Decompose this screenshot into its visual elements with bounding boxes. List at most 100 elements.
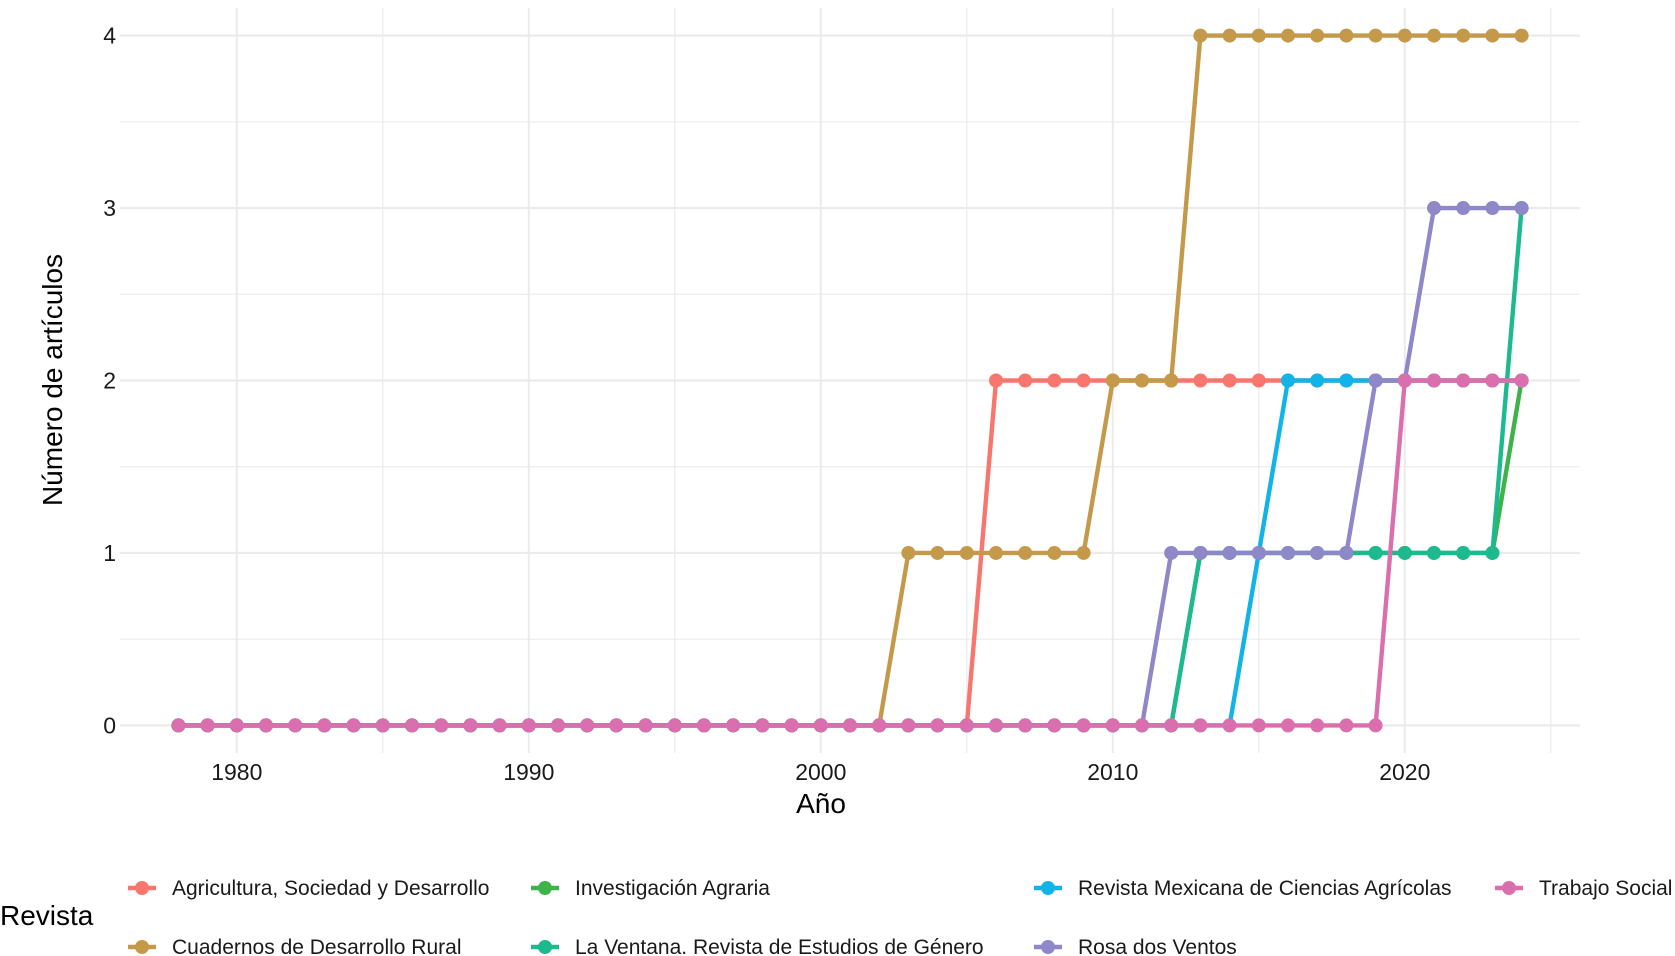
x-tick-label: 1980 [211, 759, 262, 785]
data-point [755, 718, 770, 733]
data-point [463, 718, 478, 733]
y-tick-label: 0 [103, 712, 116, 738]
data-point [1514, 373, 1529, 388]
series-layer [171, 28, 1529, 733]
legend-label: Rosa dos Ventos [1078, 936, 1237, 956]
data-point [1427, 201, 1441, 216]
data-point [1281, 28, 1295, 43]
data-point [989, 373, 1003, 388]
data-point [1135, 373, 1149, 388]
data-point [580, 718, 595, 733]
data-point [989, 545, 1003, 560]
data-point [1485, 28, 1500, 43]
data-point [1018, 373, 1033, 388]
data-point [1485, 545, 1500, 560]
data-point [1076, 373, 1091, 388]
legend-item-investigacion-agraria: Investigación Agraria [531, 877, 770, 900]
data-point [1339, 373, 1354, 388]
data-point [697, 718, 711, 733]
data-point [1281, 718, 1295, 733]
data-point [989, 718, 1003, 733]
data-point [930, 545, 945, 560]
legend-item-agricultura-sociedad-y-desarrollo: Agricultura, Sociedad y Desarrollo [128, 877, 489, 900]
data-point [726, 718, 741, 733]
data-point [1456, 545, 1471, 560]
legend-key-point [1502, 881, 1516, 895]
data-point [1193, 373, 1208, 388]
data-point [667, 718, 682, 733]
data-point [1368, 373, 1383, 388]
y-axis-ticks: 0 1 2 3 4 [103, 23, 116, 739]
legend-item-trabajo-social: Trabajo Social [1495, 877, 1672, 900]
legend-key-point [538, 940, 552, 954]
data-point [813, 718, 828, 733]
legend-label: Trabajo Social [1539, 877, 1672, 900]
data-point [346, 718, 361, 733]
data-point [1018, 718, 1033, 733]
legend-title: Revista [0, 900, 94, 931]
data-point [1164, 545, 1179, 560]
x-axis-ticks: 1980 1990 2000 2010 2020 [211, 759, 1430, 785]
data-point [901, 545, 916, 560]
legend-item-cuadernos-de-desarrollo-rural: Cuadernos de Desarrollo Rural [128, 936, 461, 956]
data-point [1076, 545, 1091, 560]
data-point [1514, 201, 1529, 216]
legend-label: Investigación Agraria [575, 877, 770, 900]
legend-item-rosa-dos-ventos: Rosa dos Ventos [1034, 936, 1237, 956]
data-point [229, 718, 244, 733]
y-tick-label: 4 [103, 23, 116, 49]
legend-item-revista-mexicana-de-ciencias-agricolas: Revista Mexicana de Ciencias Agrícolas [1034, 877, 1452, 900]
data-point [609, 718, 624, 733]
data-point [434, 718, 449, 733]
data-point [521, 718, 536, 733]
data-point [171, 718, 186, 733]
data-point [1251, 718, 1266, 733]
data-point [200, 718, 215, 733]
data-point [1105, 373, 1120, 388]
data-point [1310, 373, 1325, 388]
data-point [1485, 373, 1500, 388]
data-point [1281, 373, 1295, 388]
data-point [1251, 545, 1266, 560]
data-point [1193, 718, 1208, 733]
data-point [1105, 718, 1120, 733]
x-tick-label: 2000 [795, 759, 846, 785]
data-point [1339, 718, 1354, 733]
data-point [1514, 28, 1529, 43]
data-point [1222, 28, 1237, 43]
data-point [1164, 718, 1179, 733]
x-axis-title: Año [796, 788, 846, 819]
data-point [551, 718, 565, 733]
data-point [1397, 545, 1412, 560]
data-point [1047, 545, 1062, 560]
data-point [1193, 545, 1208, 560]
data-point [930, 718, 945, 733]
legend-key-point [1041, 940, 1055, 954]
data-point [1164, 373, 1179, 388]
data-point [1368, 545, 1383, 560]
data-point [1047, 718, 1062, 733]
data-point [405, 718, 419, 733]
data-point [317, 718, 332, 733]
legend-key-point [135, 940, 149, 954]
data-point [1427, 545, 1441, 560]
y-tick-label: 1 [103, 540, 116, 566]
y-axis-title: Número de artículos [37, 254, 68, 506]
data-point [1310, 718, 1325, 733]
data-point [1222, 373, 1237, 388]
data-point [375, 718, 390, 733]
data-point [1222, 545, 1237, 560]
data-point [843, 718, 857, 733]
data-point [959, 545, 974, 560]
data-point [1427, 28, 1441, 43]
legend-label: La Ventana. Revista de Estudios de Géner… [575, 936, 984, 956]
data-point [259, 718, 273, 733]
data-point [638, 718, 653, 733]
y-tick-label: 2 [103, 368, 116, 394]
data-point [784, 718, 799, 733]
data-point [1251, 28, 1266, 43]
data-point [1456, 373, 1471, 388]
data-point [1251, 373, 1266, 388]
x-tick-label: 1990 [503, 759, 554, 785]
x-tick-label: 2020 [1379, 759, 1430, 785]
